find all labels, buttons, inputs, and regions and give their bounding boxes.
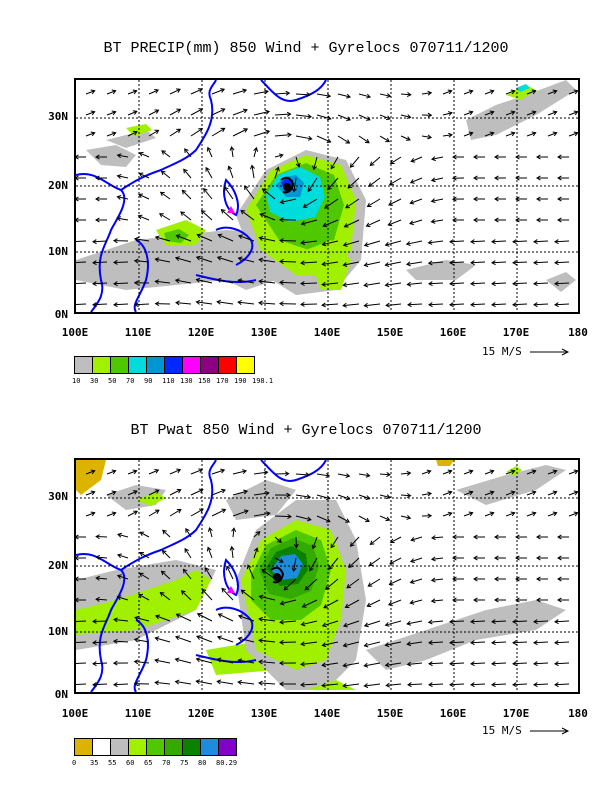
colorbar-swatch (128, 356, 147, 374)
xlabel-160e: 160E (439, 326, 467, 339)
xlabel-180: 180 (568, 326, 588, 339)
colorbar-label: 150 (198, 377, 211, 385)
colorbar-label: 198.1 (252, 377, 274, 385)
pwat-shading (76, 460, 566, 690)
xlabel-170e: 170E (502, 326, 530, 339)
storm-center-marker (270, 566, 285, 584)
colorbar-label: 70 (162, 759, 171, 767)
colorbar-label: 50 (108, 377, 117, 385)
gyre-location-marker (227, 586, 235, 593)
ylabel-10n: 10N (48, 245, 68, 258)
colorbar-label: 75 (180, 759, 189, 767)
colorbar-label: 70 (126, 377, 135, 385)
colorbar-swatch (200, 356, 219, 374)
reference-vector-label: 15 M/S (482, 345, 522, 358)
xlabel-120e: 120E (187, 326, 215, 339)
xlabel-130e: 130E (250, 707, 278, 720)
ylabel-0n: 0N (54, 688, 68, 701)
colorbar-label: 0 (72, 759, 77, 767)
colorbar-label: 80.29 (216, 759, 238, 767)
xlabel-120e: 120E (187, 707, 215, 720)
pwat-colorbar (74, 738, 237, 756)
colorbar-swatch (110, 738, 129, 756)
ylabel-20n: 20N (48, 559, 68, 572)
gyre-location-marker (227, 206, 235, 213)
ylabel-30n: 30N (48, 490, 68, 503)
reference-vector: 15 M/S (482, 724, 572, 737)
colorbar-label: 190 (234, 377, 247, 385)
reference-vector: 15 M/S (482, 345, 572, 358)
colorbar-swatch (146, 738, 165, 756)
xlabel-100e: 100E (61, 707, 89, 720)
colorbar-label: 90 (144, 377, 153, 385)
lat-lon-grid (76, 460, 578, 692)
colorbar-swatch (146, 356, 165, 374)
colorbar-label: 130 (180, 377, 193, 385)
colorbar-label: 10 (72, 377, 81, 385)
xlabel-130e: 130E (250, 326, 278, 339)
wind-vectors (76, 88, 578, 308)
pwat-map (74, 458, 580, 694)
colorbar-swatch (110, 356, 129, 374)
colorbar-swatch (74, 738, 93, 756)
colorbar-swatch (164, 356, 183, 374)
xlabel-110e: 110E (124, 707, 152, 720)
ylabel-0n: 0N (54, 308, 68, 321)
colorbar-swatch (92, 738, 111, 756)
colorbar-label: 35 (90, 759, 99, 767)
pwat-map-canvas (76, 460, 578, 692)
xlabel-140e: 140E (313, 707, 341, 720)
colorbar-swatch (218, 356, 237, 374)
colorbar-label: 80 (198, 759, 207, 767)
precip-map (74, 78, 580, 314)
colorbar-swatch (200, 738, 219, 756)
xlabel-180: 180 (568, 707, 588, 720)
storm-center-marker (280, 176, 295, 194)
reference-arrow-icon (530, 348, 570, 356)
wind-vectors (76, 468, 578, 689)
reference-arrow-icon (530, 727, 570, 735)
colorbar-swatch (92, 356, 111, 374)
colorbar-swatch (128, 738, 147, 756)
ylabel-30n: 30N (48, 110, 68, 123)
lat-lon-grid (76, 80, 578, 312)
precip-colorbar (74, 356, 255, 374)
xlabel-150e: 150E (376, 707, 404, 720)
colorbar-label: 110 (162, 377, 175, 385)
colorbar-label: 170 (216, 377, 229, 385)
reference-vector-label: 15 M/S (482, 724, 522, 737)
xlabel-170e: 170E (502, 707, 530, 720)
colorbar-label: 55 (108, 759, 117, 767)
xlabel-160e: 160E (439, 707, 467, 720)
xlabel-140e: 140E (313, 326, 341, 339)
colorbar-label: 60 (126, 759, 135, 767)
colorbar-swatch (236, 356, 255, 374)
ylabel-10n: 10N (48, 625, 68, 638)
colorbar-label: 30 (90, 377, 99, 385)
panel2-title: BT Pwat 850 Wind + Gyrelocs 070711/1200 (130, 422, 482, 439)
colorbar-swatch (182, 356, 201, 374)
colorbar-swatch (164, 738, 183, 756)
colorbar-swatch (182, 738, 201, 756)
xlabel-110e: 110E (124, 326, 152, 339)
xlabel-100e: 100E (61, 326, 89, 339)
colorbar-swatch (218, 738, 237, 756)
precip-map-canvas (76, 80, 578, 312)
ylabel-20n: 20N (48, 179, 68, 192)
xlabel-150e: 150E (376, 326, 404, 339)
colorbar-swatch (74, 356, 93, 374)
panel1-title: BT PRECIP(mm) 850 Wind + Gyrelocs 070711… (103, 40, 509, 57)
colorbar-label: 65 (144, 759, 153, 767)
